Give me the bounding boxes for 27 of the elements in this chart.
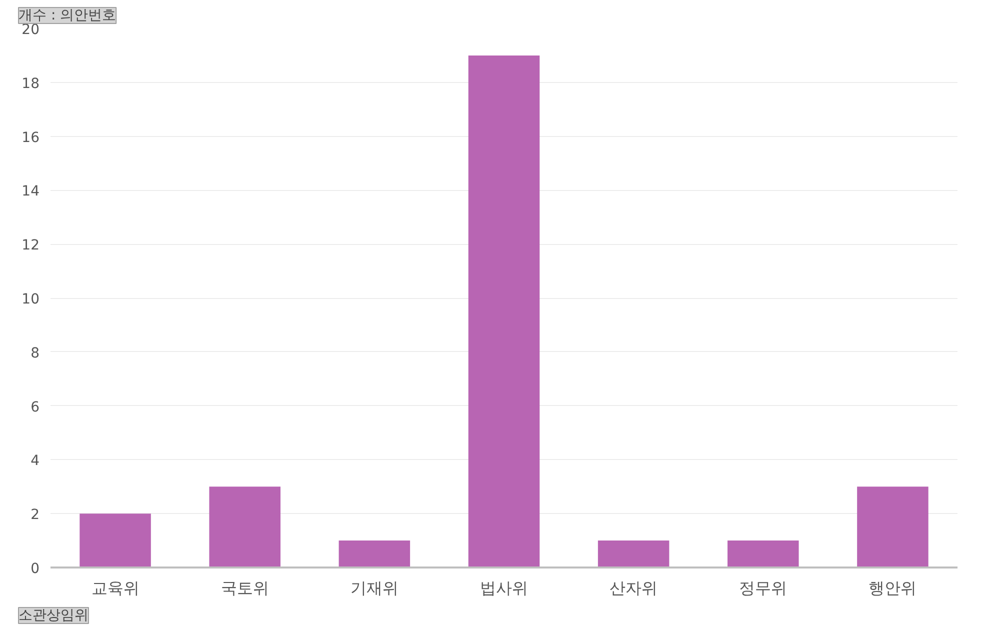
- bar: [728, 540, 799, 568]
- bar: [598, 540, 670, 568]
- y-tick-label: 14: [22, 184, 40, 200]
- x-tick-label: 법사위: [480, 578, 528, 598]
- y-tick-label: 10: [22, 292, 40, 308]
- x-tick-label: 행안위: [868, 578, 917, 598]
- x-tick-label: 국토위: [220, 578, 269, 598]
- x-tick-label: 기재위: [350, 578, 398, 598]
- y-tick-label: 20: [22, 22, 40, 38]
- y-tick-label: 16: [22, 130, 40, 146]
- y-tick-label: 12: [22, 238, 40, 254]
- x-tick-label: 산자위: [610, 578, 658, 598]
- y-tick-label: 0: [30, 561, 40, 577]
- x-axis-title: 소관상임위: [18, 608, 88, 624]
- bar: [468, 55, 540, 568]
- bar: [209, 486, 280, 568]
- y-tick-label: 2: [30, 507, 40, 524]
- chart-title: 개수 : 의안번호: [18, 8, 116, 24]
- y-tick-label: 4: [30, 453, 40, 470]
- bar: [80, 514, 151, 568]
- y-tick-label: 18: [22, 76, 40, 92]
- x-tick-label: 정무위: [739, 578, 788, 598]
- y-tick-label: 6: [30, 399, 40, 416]
- x-tick-label: 교육위: [91, 578, 140, 598]
- bar: [338, 540, 410, 568]
- y-tick-label: 8: [30, 345, 40, 362]
- bar: [857, 486, 928, 568]
